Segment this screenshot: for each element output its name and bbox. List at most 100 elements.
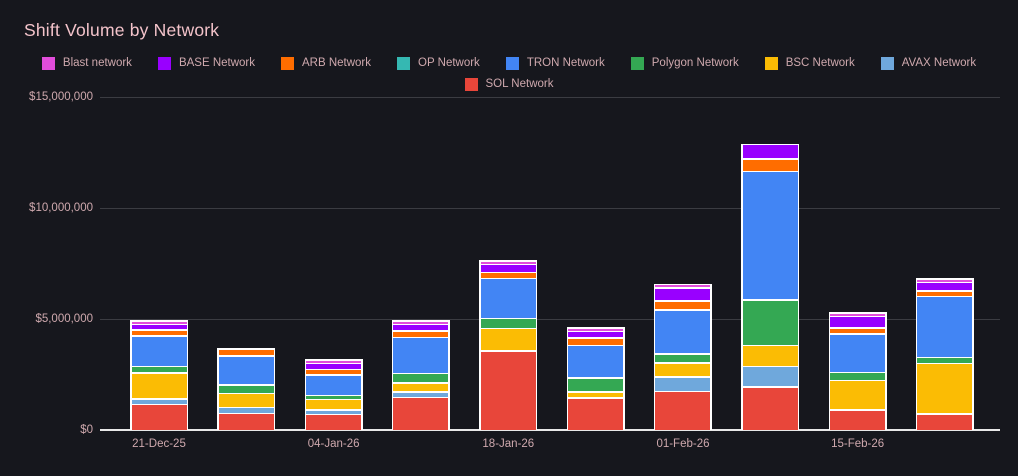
stacked-bar-9[interactable] [828,312,887,430]
bar-segment-arb-network[interactable] [218,349,274,356]
bar-segment-sol-network[interactable] [568,398,624,430]
bar-segment-base-network[interactable] [393,325,449,331]
bar-segment-arb-network[interactable] [480,273,536,278]
bar-segment-blast-network[interactable] [393,321,449,324]
bar-segment-bsc-network[interactable] [480,329,536,351]
stacked-bar-4[interactable] [391,320,450,430]
bar-segment-base-network[interactable] [917,283,973,291]
bar-segment-bsc-network[interactable] [306,400,362,410]
bar-segment-sol-network[interactable] [306,415,362,430]
bar-segment-arb-network[interactable] [131,330,187,336]
bar-segment-bsc-network[interactable] [218,394,274,407]
y-tick-label: $15,000,000 [29,91,93,103]
stacked-bar-5[interactable] [479,260,538,430]
legend-label: AVAX Network [901,57,977,69]
bar-segment-base-network[interactable] [655,288,711,301]
bar-segment-polygon-network[interactable] [742,300,798,345]
bar-segment-base-network[interactable] [480,265,536,272]
bar-segment-tron-network[interactable] [830,334,886,372]
stacked-bar-6[interactable] [566,327,625,430]
bar-segment-polygon-network[interactable] [131,367,187,373]
bar-segment-bsc-network[interactable] [917,364,973,414]
bar-segment-sol-network[interactable] [742,387,798,430]
legend-label: BSC Network [785,57,855,69]
bar-segment-polygon-network[interactable] [655,354,711,363]
bar-segment-sol-network[interactable] [131,405,187,430]
bar-segment-sol-network[interactable] [218,414,274,430]
legend-swatch-icon [41,56,55,70]
bar-segment-arb-network[interactable] [393,331,449,337]
bar-segment-base-network[interactable] [131,325,187,330]
bar-segment-bsc-network[interactable] [830,381,886,410]
legend-label: Blast network [62,57,132,69]
bar-segment-polygon-network[interactable] [480,319,536,328]
bar-segment-avax-network[interactable] [218,408,274,413]
bar-segment-sol-network[interactable] [393,398,449,430]
bar-segment-bsc-network[interactable] [568,392,624,398]
bar-segment-arb-network[interactable] [742,159,798,171]
bar-segment-blast-network[interactable] [131,321,187,324]
stacked-bar-3[interactable] [304,359,363,430]
bar-segment-polygon-network[interactable] [218,385,274,393]
bar-segment-polygon-network[interactable] [568,378,624,392]
legend-swatch-icon [281,56,294,70]
bar-segment-tron-network[interactable] [480,279,536,318]
bar-segment-sol-network[interactable] [655,392,711,430]
bar-segment-sol-network[interactable] [917,414,973,430]
bar-segment-sol-network[interactable] [830,410,886,430]
bar-segment-bsc-network[interactable] [655,363,711,377]
chart-title: Shift Volume by Network [24,20,220,40]
bar-segment-tron-network[interactable] [218,356,274,385]
bar-segment-arb-network[interactable] [306,370,362,375]
bar-segment-base-network[interactable] [306,364,362,369]
bar-segment-blast-network[interactable] [306,360,362,363]
gridline [100,318,1000,320]
bar-segment-blast-network[interactable] [655,285,711,288]
bar-segment-polygon-network[interactable] [830,373,886,380]
bar-segment-bsc-network[interactable] [742,346,798,366]
bar-segment-tron-network[interactable] [568,346,624,378]
stacked-bar-10[interactable] [915,278,974,430]
bar-segment-tron-network[interactable] [742,172,798,300]
bar-segment-bsc-network[interactable] [393,383,449,392]
bar-segment-base-network[interactable] [830,317,886,328]
legend-label: ARB Network [302,57,372,69]
bar-segment-blast-network[interactable] [480,261,536,264]
legend-swatch-icon [764,56,778,70]
bar-segment-polygon-network[interactable] [917,358,973,363]
stacked-bar-1[interactable] [130,320,188,430]
bar-segment-sol-network[interactable] [480,351,536,430]
bar-segment-avax-network[interactable] [742,367,798,387]
bar-segment-blast-network[interactable] [917,279,973,282]
stacked-bar-8[interactable] [741,143,800,430]
stacked-bar-2[interactable] [217,348,276,430]
bar-segment-avax-network[interactable] [131,399,187,404]
bar-segment-arb-network[interactable] [568,338,624,345]
bar-segment-tron-network[interactable] [131,336,187,366]
bar-segment-polygon-network[interactable] [306,396,362,399]
bar-segment-polygon-network[interactable] [393,374,449,383]
bar-segment-avax-network[interactable] [393,392,449,397]
bar-segment-blast-network[interactable] [830,313,886,316]
legend-swatch-icon [397,56,411,70]
stacked-bar-7[interactable] [653,283,712,430]
bar-segment-base-network[interactable] [568,332,624,338]
legend-item-blast-network: Blast network [41,56,132,70]
bar-segment-tron-network[interactable] [393,338,449,373]
bar-segment-arb-network[interactable] [655,301,711,310]
y-tick-label: $10,000,000 [29,201,93,214]
bar-segment-bsc-network[interactable] [131,373,187,399]
bar-segment-avax-network[interactable] [655,377,711,391]
y-tick-label: $5,000,000 [35,312,93,325]
bar-segment-avax-network[interactable] [306,410,362,414]
bar-segment-blast-network[interactable] [568,328,624,331]
y-tick-label: $0 [80,423,93,436]
bar-segment-tron-network[interactable] [917,297,973,357]
bar-segment-arb-network[interactable] [917,291,973,296]
bar-segment-base-network[interactable] [742,145,798,159]
bar-segment-tron-network[interactable] [306,375,362,395]
legend-row-1: Blast network BASE Network ARB Network OP N… [0,54,1018,72]
x-tick-label: 04-Jan-26 [307,438,360,450]
bar-segment-tron-network[interactable] [655,310,711,354]
bar-segment-arb-network[interactable] [830,328,886,334]
